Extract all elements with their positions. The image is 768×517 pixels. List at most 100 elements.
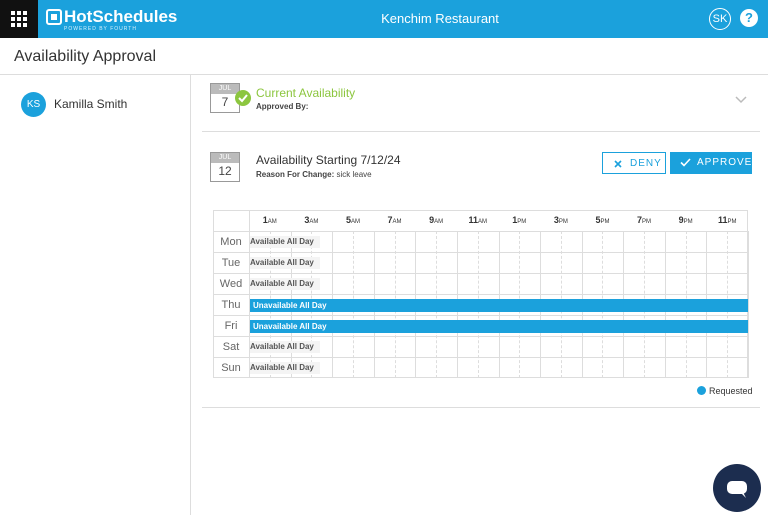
hour-number: 5 bbox=[595, 215, 601, 225]
hour-label: 5PM bbox=[582, 215, 622, 225]
calendar-month: JUL bbox=[211, 153, 239, 163]
location: Kenchim Restaurant bbox=[381, 11, 499, 26]
approved-icon bbox=[235, 90, 251, 106]
hour-label: 5AM bbox=[333, 215, 373, 225]
grid-line bbox=[213, 273, 748, 274]
hour-number: 3 bbox=[553, 215, 559, 225]
hour-label: 3AM bbox=[291, 215, 331, 225]
calendar-day: 7 bbox=[221, 95, 229, 109]
hour-suffix: PM bbox=[727, 219, 737, 225]
approve-icon bbox=[680, 158, 691, 167]
day-label: Fri bbox=[224, 320, 238, 332]
reason-label: Reason For Change: bbox=[256, 170, 335, 179]
divider bbox=[190, 75, 191, 515]
availability-block: Available All Day bbox=[250, 278, 320, 290]
chat-button[interactable] bbox=[713, 464, 761, 512]
current-title: Current Availability bbox=[256, 86, 356, 100]
grid-line bbox=[213, 252, 748, 253]
day-label: Thu bbox=[221, 299, 241, 311]
hour-label: 7PM bbox=[624, 215, 664, 225]
employee-name[interactable]: Kamilla Smith bbox=[54, 97, 128, 111]
hour-label: 9AM bbox=[416, 215, 456, 225]
divider bbox=[0, 74, 768, 75]
day-label: Mon bbox=[220, 236, 242, 248]
chat-icon bbox=[727, 481, 747, 498]
hour-suffix: AM bbox=[309, 219, 319, 225]
hour-number: 5 bbox=[345, 215, 351, 225]
logo[interactable]: HotSchedules bbox=[64, 7, 178, 26]
day-label: Sat bbox=[222, 341, 240, 353]
hour-number: 11 bbox=[717, 215, 728, 225]
unavailability-block: Unavailable All Day bbox=[250, 299, 748, 312]
hour-label: 1AM bbox=[250, 215, 290, 225]
reason: Reason For Change: sick leave bbox=[256, 170, 372, 179]
hour-suffix: PM bbox=[558, 219, 568, 225]
hour-label: 3PM bbox=[541, 215, 581, 225]
request-title: Availability Starting 7/12/24 bbox=[256, 153, 401, 167]
availability-block: Available All Day bbox=[250, 257, 320, 269]
day-label: Wed bbox=[219, 278, 243, 290]
hour-suffix: PM bbox=[600, 219, 610, 225]
availability-block: Available All Day bbox=[250, 341, 320, 353]
hour-label: 1PM bbox=[499, 215, 539, 225]
legend-dot bbox=[697, 386, 706, 395]
user-avatar[interactable]: SK bbox=[709, 8, 731, 30]
page-title: Availability Approval bbox=[14, 48, 157, 65]
grid-line bbox=[213, 357, 748, 358]
hour-suffix: AM bbox=[267, 219, 277, 225]
divider bbox=[202, 131, 760, 132]
approved-by: Approved By: bbox=[256, 102, 309, 111]
hour-number: 9 bbox=[678, 215, 684, 225]
employee-avatar[interactable]: KS bbox=[21, 92, 46, 117]
hour-number: 9 bbox=[429, 215, 435, 225]
hour-suffix: PM bbox=[642, 219, 652, 225]
grid-line bbox=[213, 315, 748, 316]
hour-number: 3 bbox=[304, 215, 310, 225]
approve-button[interactable]: APPROVE bbox=[670, 152, 752, 174]
hour-number: 1 bbox=[512, 215, 518, 225]
legend-label: Requested bbox=[709, 386, 753, 396]
calendar-icon: JUL 12 bbox=[210, 152, 240, 182]
hour-suffix: PM bbox=[517, 219, 527, 225]
help-button[interactable]: ? bbox=[740, 9, 758, 27]
grid-icon bbox=[11, 11, 27, 27]
deny-label: DENY bbox=[630, 158, 662, 169]
hour-suffix: AM bbox=[477, 219, 487, 225]
expand-chevron[interactable] bbox=[735, 96, 747, 104]
deny-icon bbox=[614, 160, 622, 168]
hour-number: 7 bbox=[387, 215, 393, 225]
grid-line bbox=[249, 231, 250, 378]
hour-label: 7AM bbox=[375, 215, 415, 225]
hour-suffix: AM bbox=[392, 219, 402, 225]
approve-label: APPROVE bbox=[697, 157, 753, 168]
app-menu[interactable] bbox=[0, 0, 38, 38]
hour-number: 7 bbox=[637, 215, 643, 225]
calendar-day: 12 bbox=[218, 164, 232, 178]
hour-number: 11 bbox=[468, 215, 478, 225]
grid-line bbox=[213, 294, 748, 295]
grid-line bbox=[748, 231, 749, 378]
top-bar bbox=[0, 0, 768, 38]
day-label: Sun bbox=[221, 362, 241, 374]
availability-block: Available All Day bbox=[250, 362, 320, 374]
hour-suffix: AM bbox=[434, 219, 444, 225]
hour-label: 11AM bbox=[458, 215, 498, 225]
deny-button[interactable]: DENY bbox=[602, 152, 666, 174]
hour-label: 11PM bbox=[707, 215, 747, 225]
hour-suffix: PM bbox=[683, 219, 693, 225]
grid-line bbox=[249, 210, 250, 231]
logo-icon bbox=[46, 9, 62, 25]
hour-suffix: AM bbox=[350, 219, 360, 225]
grid-line bbox=[213, 336, 748, 337]
hour-number: 1 bbox=[262, 215, 268, 225]
hour-label: 9PM bbox=[666, 215, 706, 225]
divider bbox=[202, 407, 760, 408]
calendar-month: JUL bbox=[211, 84, 239, 94]
availability-block: Available All Day bbox=[250, 236, 320, 248]
logo-tagline: POWERED BY FOURTH bbox=[64, 26, 137, 32]
day-label: Tue bbox=[221, 257, 241, 269]
reason-text: sick leave bbox=[336, 170, 372, 179]
grid-line bbox=[213, 231, 748, 232]
